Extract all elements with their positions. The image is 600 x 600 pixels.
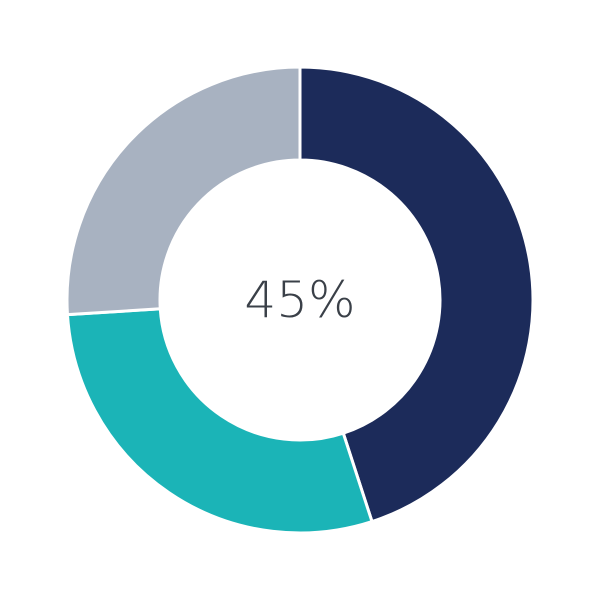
- donut-slice-3: [65, 65, 302, 317]
- donut-slice-2: [65, 307, 374, 535]
- center-label: 45%: [244, 271, 356, 329]
- donut-slice-1: [298, 65, 535, 524]
